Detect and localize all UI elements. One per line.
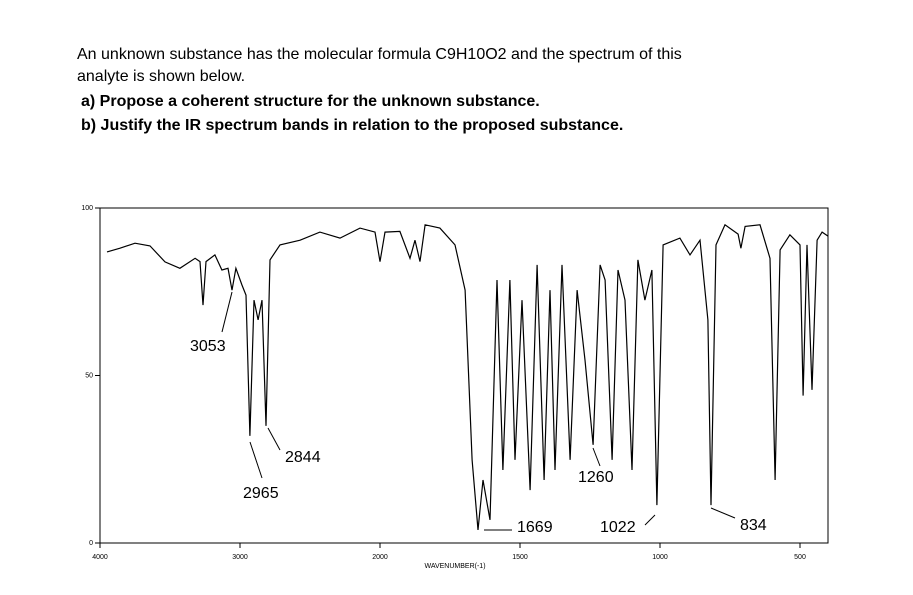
annotation-leader [592,447,601,467]
annotation: 834 [740,517,767,534]
x-tick-label: 2000 [372,554,388,561]
annotation-leader [221,291,233,333]
plot-frame [99,207,829,544]
x-tick-label: 1500 [512,554,528,561]
question-b: b) Justify the IR spectrum bands in rela… [81,117,624,134]
x-axis-label: WAVENUMBER(-1) [424,563,485,570]
question-line: analyte is shown below. [77,68,246,85]
x-tick-label: 1000 [652,554,668,561]
annotation-leader [644,514,656,526]
question-line: An unknown substance has the molecular f… [77,46,682,63]
x-tick-label: 4000 [92,554,108,561]
annotation: 2844 [285,449,321,466]
y-tick-label: 100 [81,205,93,212]
annotation-leader [267,427,281,451]
x-tick-label: 500 [794,554,806,561]
annotation: 1260 [578,469,614,486]
y-tick-label: 50 [85,372,93,379]
y-tick-label: 0 [89,540,93,547]
annotation: 3053 [190,338,226,355]
spectrum-line [106,223,829,530]
annotation-leader [710,507,736,519]
x-tick-label: 3000 [232,554,248,561]
annotation: 1022 [600,519,636,536]
annotation: 1669 [517,519,553,536]
annotation-leader [249,441,263,479]
question-a: a) Propose a coherent structure for the … [81,93,540,110]
annotation: 2965 [243,485,279,502]
